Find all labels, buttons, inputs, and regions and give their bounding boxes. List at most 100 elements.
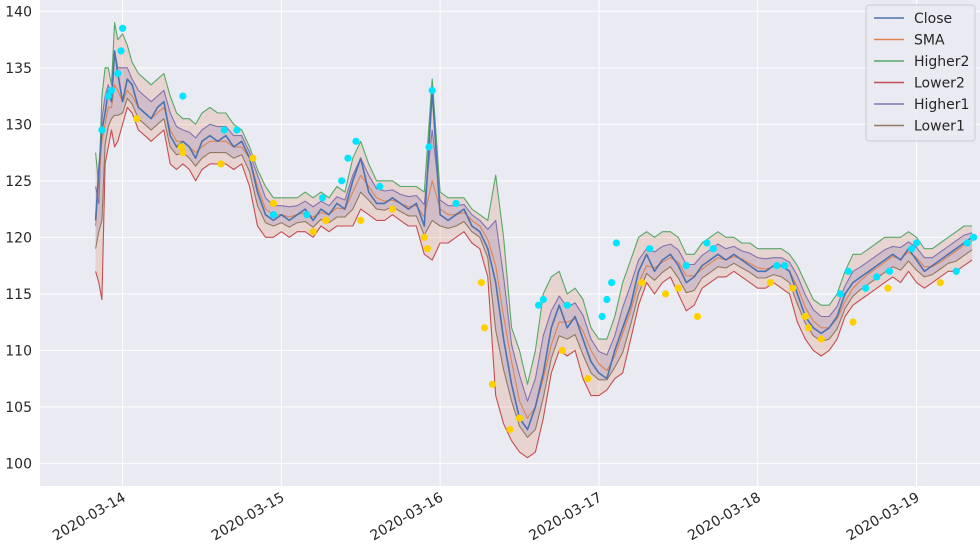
high-signal-marker (646, 245, 654, 253)
high-signal-marker (104, 92, 112, 100)
high-signal-marker (352, 137, 360, 145)
high-signal-marker (912, 239, 921, 247)
low-signal-marker (804, 324, 813, 332)
high-signal-marker (908, 245, 916, 253)
y-axis-ticks: 100 105 110 115 120 125 130 135 140 (5, 4, 32, 472)
legend-label: Higher2 (914, 54, 969, 70)
high-signal-marker (862, 284, 870, 292)
high-signal-marker (425, 143, 433, 151)
series-line-lower1 (95, 97, 973, 438)
series-line-higher1 (95, 50, 973, 402)
low-signal-marker (322, 216, 330, 224)
low-signal-marker (217, 160, 225, 168)
series-line-close (94, 50, 973, 431)
legend-label: SMA (914, 33, 945, 49)
x-axis-ticks: 2020-03-14 2020-03-15 2020-03-16 2020-03-17… (50, 490, 922, 544)
legend-label: Lower1 (914, 119, 965, 135)
high-signal-marker (885, 267, 894, 275)
x-tick-label: 2020-03-14 (50, 490, 129, 544)
high-signal-marker (598, 312, 606, 321)
low-signal-marker (674, 284, 682, 292)
signal-markers (98, 24, 978, 434)
bollinger-bands (95, 22, 973, 458)
low-signal-marker (506, 425, 514, 434)
low-signal-marker (693, 312, 702, 321)
high-signal-marker (539, 295, 547, 304)
x-tick-label: 2020-03-18 (685, 490, 763, 544)
high-signal-marker (98, 126, 106, 134)
low-signal-marker (177, 143, 185, 151)
high-signal-marker (344, 154, 352, 162)
high-signal-marker (709, 245, 717, 253)
plot-background (40, 0, 980, 486)
low-signal-marker (388, 205, 397, 213)
high-signal-marker (682, 262, 690, 270)
legend-label: Lower2 (914, 76, 965, 92)
low-signal-marker (558, 346, 567, 354)
series-line-sma (95, 84, 973, 419)
low-signal-marker (584, 375, 592, 383)
legend-label: Higher1 (914, 97, 969, 113)
series-lines (94, 22, 973, 459)
high-signal-marker (836, 290, 844, 298)
high-signal-marker (773, 262, 781, 270)
low-signal-marker (477, 279, 485, 287)
high-signal-marker (952, 267, 960, 275)
high-signal-marker (107, 86, 116, 94)
x-tick-label: 2020-03-15 (209, 490, 287, 544)
y-tick-label: 115 (5, 287, 32, 303)
high-signal-marker (338, 177, 346, 185)
x-tick-label: 2020-03-17 (526, 490, 604, 544)
legend: Close SMA Higher2 Lower2 Higher1 Lower1 (865, 4, 976, 142)
high-signal-marker (563, 301, 571, 309)
low-signal-marker (249, 154, 257, 162)
low-signal-marker (766, 279, 775, 287)
high-signal-marker (873, 273, 881, 281)
series-line-lower2 (95, 106, 973, 459)
y-tick-label: 100 (5, 456, 32, 472)
high-signal-marker (269, 211, 277, 219)
low-signal-marker (789, 284, 797, 292)
y-tick-label: 130 (5, 117, 32, 133)
low-signal-marker (357, 216, 365, 224)
high-signal-marker (319, 194, 327, 202)
series-line-higher2 (95, 22, 973, 385)
y-tick-label: 105 (5, 400, 32, 416)
low-signal-marker (423, 245, 431, 253)
high-signal-marker (428, 86, 436, 94)
low-signal-marker (515, 414, 524, 422)
y-tick-label: 140 (5, 4, 32, 20)
high-signal-marker (535, 301, 543, 309)
high-signal-marker (612, 239, 621, 247)
high-signal-marker (452, 199, 460, 207)
high-signal-marker (220, 126, 228, 134)
high-signal-marker (603, 295, 611, 304)
low-signal-marker (488, 380, 497, 388)
high-signal-marker (303, 211, 311, 219)
low-signal-marker (269, 199, 277, 207)
low-signal-marker (420, 233, 428, 241)
low-signal-marker (133, 115, 141, 123)
y-tick-label: 120 (5, 230, 32, 246)
high-signal-marker (114, 69, 122, 78)
outer-band-fill (95, 22, 973, 458)
high-signal-marker (608, 279, 616, 287)
high-signal-marker (703, 239, 711, 247)
legend-label: Close (914, 11, 952, 27)
y-tick-label: 125 (5, 174, 32, 190)
high-signal-marker (376, 182, 384, 191)
high-signal-marker (179, 92, 187, 100)
x-tick-label: 2020-03-19 (844, 490, 922, 544)
y-tick-label: 110 (5, 343, 32, 359)
low-signal-marker (884, 284, 892, 292)
high-signal-marker (233, 126, 241, 134)
low-signal-marker (481, 324, 489, 332)
low-signal-marker (179, 149, 187, 157)
high-signal-marker (781, 262, 789, 270)
low-signal-marker (849, 318, 857, 326)
low-signal-marker (817, 335, 825, 343)
y-tick-label: 135 (5, 61, 32, 77)
high-signal-marker (970, 233, 978, 241)
